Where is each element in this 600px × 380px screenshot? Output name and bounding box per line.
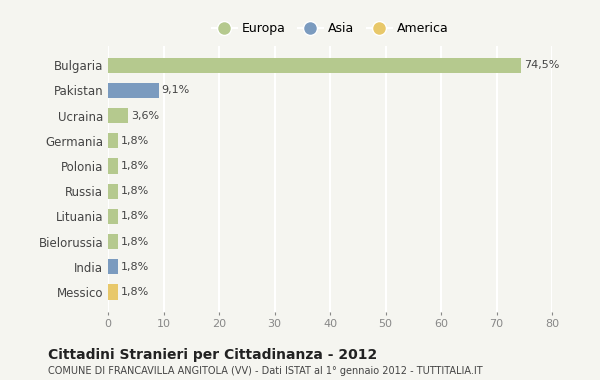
Bar [108, 184, 118, 199]
Text: 1,8%: 1,8% [121, 186, 149, 196]
Text: COMUNE DI FRANCAVILLA ANGITOLA (VV) - Dati ISTAT al 1° gennaio 2012 - TUTTITALIA: COMUNE DI FRANCAVILLA ANGITOLA (VV) - Da… [48, 366, 482, 375]
Bar [108, 284, 118, 299]
Text: 1,8%: 1,8% [121, 136, 149, 146]
Text: 1,8%: 1,8% [121, 262, 149, 272]
Text: 1,8%: 1,8% [121, 211, 149, 222]
Text: 1,8%: 1,8% [121, 287, 149, 297]
Text: 3,6%: 3,6% [131, 111, 159, 120]
Text: 74,5%: 74,5% [524, 60, 560, 70]
Bar [108, 234, 118, 249]
Bar [108, 259, 118, 274]
Text: Cittadini Stranieri per Cittadinanza - 2012: Cittadini Stranieri per Cittadinanza - 2… [48, 348, 377, 362]
Bar [108, 83, 158, 98]
Text: 1,8%: 1,8% [121, 237, 149, 247]
Text: 9,1%: 9,1% [161, 86, 190, 95]
Bar [108, 209, 118, 224]
Bar [108, 158, 118, 174]
Bar [108, 133, 118, 148]
Bar [108, 108, 128, 123]
Bar [108, 58, 521, 73]
Legend: Europa, Asia, America: Europa, Asia, America [206, 17, 454, 40]
Text: 1,8%: 1,8% [121, 161, 149, 171]
